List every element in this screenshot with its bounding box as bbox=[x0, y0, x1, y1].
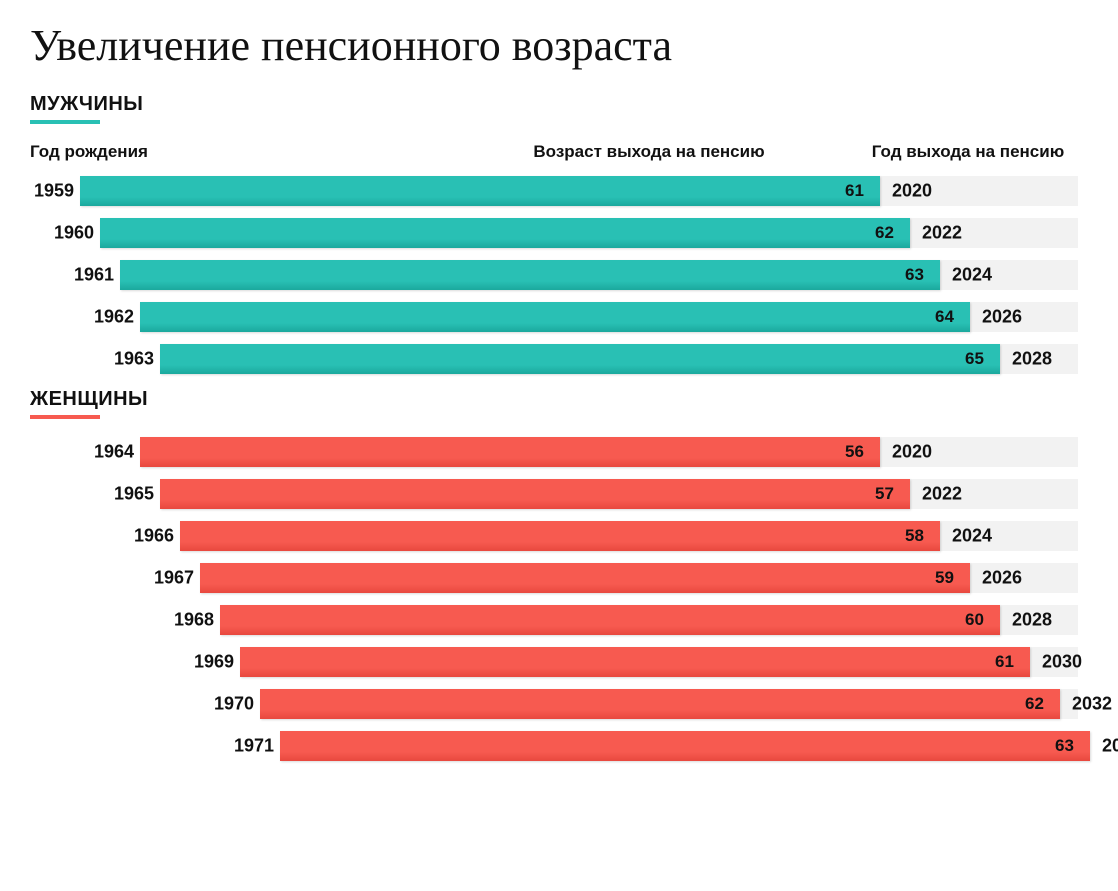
header-retire-year: Год выхода на пенсию bbox=[838, 142, 1098, 162]
bar-row: 1965 57 2022 bbox=[30, 479, 1098, 509]
retire-year-label: 2024 bbox=[952, 526, 992, 547]
bar-fill bbox=[200, 563, 970, 593]
chart-root: МУЖЧИНЫ Год рожденияВозраст выхода на пен… bbox=[30, 93, 1098, 761]
birth-year-label: 1968 bbox=[164, 610, 214, 631]
retire-age-value: 62 bbox=[875, 223, 894, 243]
retire-year-label: 2026 bbox=[982, 568, 1022, 589]
retire-age-value: 62 bbox=[1025, 694, 1044, 714]
retire-year-label: 2022 bbox=[922, 223, 962, 244]
birth-year-label: 1969 bbox=[184, 652, 234, 673]
retire-year-label: 2028 bbox=[1012, 610, 1052, 631]
bar-row: 1960 62 2022 bbox=[30, 218, 1098, 248]
birth-year-label: 1963 bbox=[104, 349, 154, 370]
retire-age-value: 61 bbox=[995, 652, 1014, 672]
retire-age-value: 58 bbox=[905, 526, 924, 546]
bar-row: 1959612020 bbox=[30, 176, 1098, 206]
retire-year-label: 2020 bbox=[892, 181, 932, 202]
birth-year-label: 1961 bbox=[64, 265, 114, 286]
chart-title: Увеличение пенсионного возраста bbox=[30, 20, 1098, 71]
retire-age-value: 63 bbox=[905, 265, 924, 285]
column-headers: Год рожденияВозраст выхода на пенсиюГод … bbox=[30, 142, 1098, 162]
birth-year-label: 1970 bbox=[204, 694, 254, 715]
bar-row: 1971632034 bbox=[30, 731, 1098, 761]
bar-fill bbox=[120, 260, 940, 290]
bar-fill bbox=[100, 218, 910, 248]
retire-year-label: 2034 bbox=[1102, 736, 1118, 757]
birth-year-label: 1960 bbox=[44, 223, 94, 244]
retire-age-value: 61 bbox=[845, 181, 864, 201]
bar-rows: 1964 56 2020 1965 57 2022 1966 58 2024 1967 59 2026… bbox=[30, 437, 1098, 761]
bar-row: 1970622032 bbox=[30, 689, 1098, 719]
bar-row: 1962 64 2026 bbox=[30, 302, 1098, 332]
bar-row: 1969 61 2030 bbox=[30, 647, 1098, 677]
section-label: ЖЕНЩИНЫ bbox=[30, 388, 1098, 411]
retire-year-label: 2028 bbox=[1012, 349, 1052, 370]
bar-rows: 1959612020196062202219616320241962642026… bbox=[30, 176, 1098, 374]
retire-age-value: 60 bbox=[965, 610, 984, 630]
birth-year-label: 1965 bbox=[104, 484, 154, 505]
section-underline bbox=[30, 415, 100, 419]
birth-year-label: 1962 bbox=[84, 307, 134, 328]
section-women: ЖЕНЩИНЫ196456202019655720221966582024196… bbox=[30, 388, 1098, 761]
bar-row: 1961 63 2024 bbox=[30, 260, 1098, 290]
bar-fill bbox=[140, 437, 880, 467]
section-men: МУЖЧИНЫ Год рожденияВозраст выхода на пен… bbox=[30, 93, 1098, 374]
bar-fill bbox=[260, 689, 1060, 719]
retire-year-label: 2020 bbox=[892, 442, 932, 463]
bar-fill bbox=[160, 344, 1000, 374]
bar-fill bbox=[160, 479, 910, 509]
retire-year-label: 2032 bbox=[1072, 694, 1112, 715]
header-birth-year: Год рождения bbox=[30, 142, 230, 162]
retire-year-label: 2024 bbox=[952, 265, 992, 286]
retire-age-value: 63 bbox=[1055, 736, 1074, 756]
bar-row: 1964 56 2020 bbox=[30, 437, 1098, 467]
header-retire-age: Возраст выхода на пенсию bbox=[230, 142, 838, 162]
birth-year-label: 1959 bbox=[24, 181, 74, 202]
retire-age-value: 57 bbox=[875, 484, 894, 504]
retire-age-value: 59 bbox=[935, 568, 954, 588]
retire-year-label: 2022 bbox=[922, 484, 962, 505]
birth-year-label: 1966 bbox=[124, 526, 174, 547]
birth-year-label: 1964 bbox=[84, 442, 134, 463]
bar-fill bbox=[220, 605, 1000, 635]
retire-age-value: 65 bbox=[965, 349, 984, 369]
bar-row: 1966 58 2024 bbox=[30, 521, 1098, 551]
bar-row: 1968 60 2028 bbox=[30, 605, 1098, 635]
bar-fill bbox=[280, 731, 1090, 761]
bar-row: 1967 59 2026 bbox=[30, 563, 1098, 593]
bar-row: 1963 65 2028 bbox=[30, 344, 1098, 374]
retire-age-value: 56 bbox=[845, 442, 864, 462]
bar-fill bbox=[180, 521, 940, 551]
retire-year-label: 2030 bbox=[1042, 652, 1082, 673]
bar-fill bbox=[140, 302, 970, 332]
birth-year-label: 1971 bbox=[224, 736, 274, 757]
birth-year-label: 1967 bbox=[144, 568, 194, 589]
section-label: МУЖЧИНЫ bbox=[30, 93, 1098, 116]
retire-age-value: 64 bbox=[935, 307, 954, 327]
retire-year-label: 2026 bbox=[982, 307, 1022, 328]
bar-fill bbox=[240, 647, 1030, 677]
bar-fill bbox=[80, 176, 880, 206]
section-underline bbox=[30, 120, 100, 124]
